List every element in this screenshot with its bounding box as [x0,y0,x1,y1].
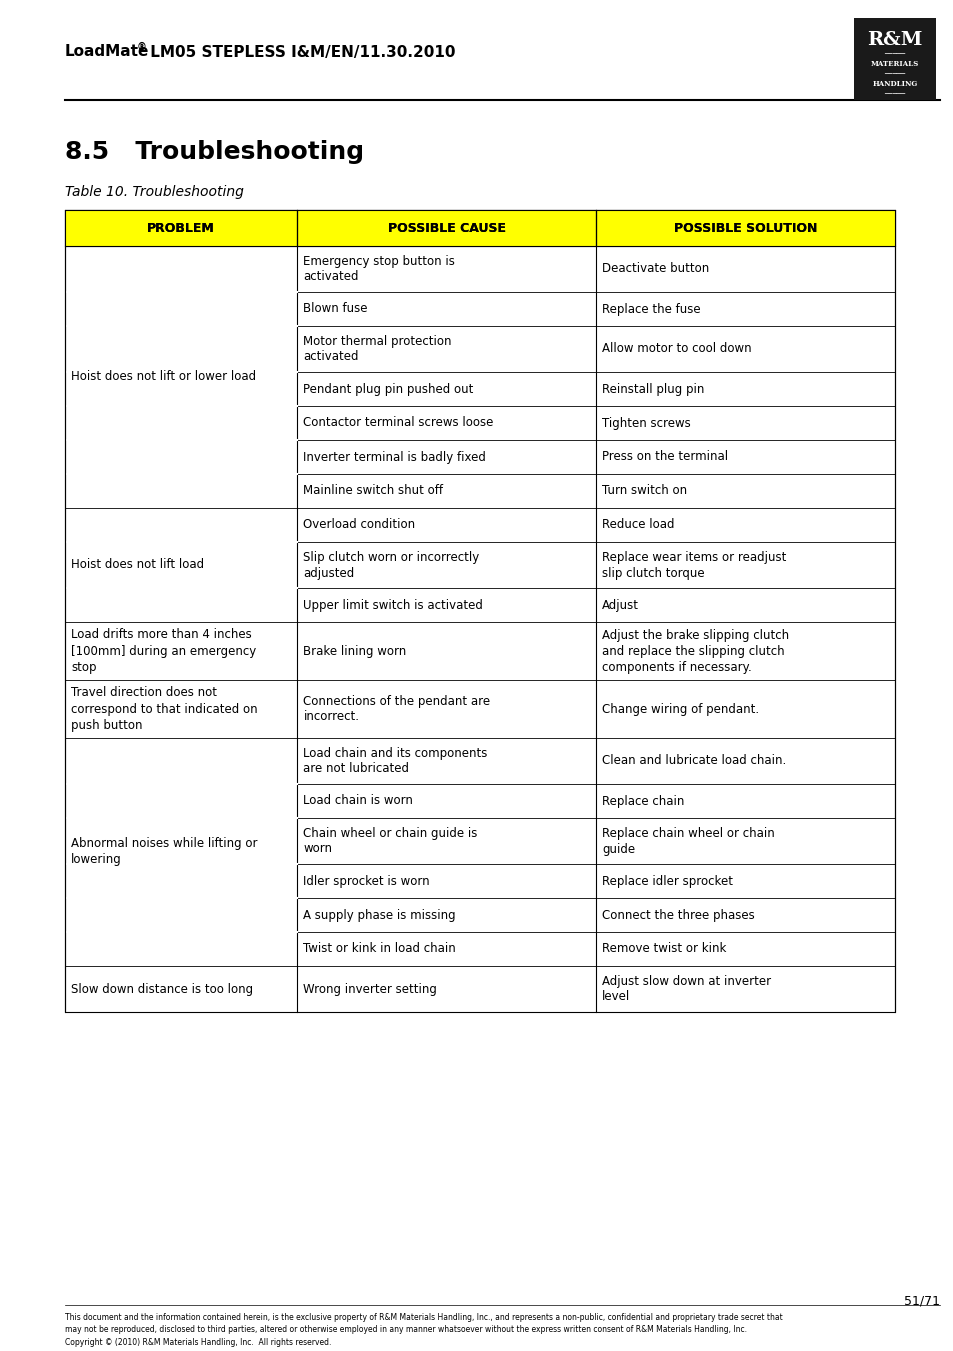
Text: Reinstall plug pin: Reinstall plug pin [601,382,704,396]
Text: Connect the three phases: Connect the three phases [601,908,754,921]
FancyBboxPatch shape [65,209,894,246]
Text: Clean and lubricate load chain.: Clean and lubricate load chain. [601,754,785,767]
Text: POSSIBLE CAUSE: POSSIBLE CAUSE [387,222,505,235]
Text: Load drifts more than 4 inches
[100mm] during an emergency
stop: Load drifts more than 4 inches [100mm] d… [71,628,256,674]
Text: Replace the fuse: Replace the fuse [601,303,700,316]
Text: Contactor terminal screws loose: Contactor terminal screws loose [303,416,494,430]
Text: Connections of the pendant are
incorrect.: Connections of the pendant are incorrect… [303,694,490,724]
Text: Chain wheel or chain guide is
worn: Chain wheel or chain guide is worn [303,827,477,855]
Text: Travel direction does not
correspond to that indicated on
push button: Travel direction does not correspond to … [71,686,257,731]
Text: Hoist does not lift load: Hoist does not lift load [71,558,204,571]
Text: Deactivate button: Deactivate button [601,262,709,276]
Text: Upper limit switch is activated: Upper limit switch is activated [303,598,483,612]
Text: Slip clutch worn or incorrectly
adjusted: Slip clutch worn or incorrectly adjusted [303,550,479,580]
Text: Tighten screws: Tighten screws [601,416,690,430]
Text: Reduce load: Reduce load [601,519,674,531]
Text: Inverter terminal is badly fixed: Inverter terminal is badly fixed [303,450,486,463]
Text: Mainline switch shut off: Mainline switch shut off [303,485,443,497]
Text: Hoist does not lift or lower load: Hoist does not lift or lower load [71,370,255,384]
Text: ─────: ───── [883,51,904,57]
Text: Replace chain wheel or chain
guide: Replace chain wheel or chain guide [601,827,774,855]
Text: R&M: R&M [866,31,922,49]
Text: Turn switch on: Turn switch on [601,485,686,497]
Text: Blown fuse: Blown fuse [303,303,368,316]
Text: Load chain and its components
are not lubricated: Load chain and its components are not lu… [303,747,487,775]
Text: Adjust slow down at inverter
level: Adjust slow down at inverter level [601,974,771,1004]
Text: ─────: ───── [883,72,904,77]
Text: Motor thermal protection
activated: Motor thermal protection activated [303,335,452,363]
Text: Allow motor to cool down: Allow motor to cool down [601,343,751,355]
Text: LM05 STEPLESS I&M/EN/11.30.2010: LM05 STEPLESS I&M/EN/11.30.2010 [145,45,455,59]
Text: Replace idler sprocket: Replace idler sprocket [601,874,733,888]
Text: ─────: ───── [883,91,904,97]
Text: INC.: INC. [885,101,902,109]
FancyBboxPatch shape [65,209,894,1012]
FancyBboxPatch shape [853,18,935,100]
Text: A supply phase is missing: A supply phase is missing [303,908,456,921]
Text: 51/71: 51/71 [903,1296,939,1308]
Text: Wrong inverter setting: Wrong inverter setting [303,982,436,996]
Text: HANDLING: HANDLING [871,80,917,88]
Text: 8.5   Troubleshooting: 8.5 Troubleshooting [65,141,364,163]
Text: POSSIBLE CAUSE: POSSIBLE CAUSE [387,222,505,235]
Text: LoadMate: LoadMate [65,45,150,59]
Text: Load chain is worn: Load chain is worn [303,794,413,808]
Text: Slow down distance is too long: Slow down distance is too long [71,982,253,996]
Text: Replace wear items or readjust
slip clutch torque: Replace wear items or readjust slip clut… [601,550,786,580]
Text: Press on the terminal: Press on the terminal [601,450,727,463]
Text: Idler sprocket is worn: Idler sprocket is worn [303,874,430,888]
Text: Pendant plug pin pushed out: Pendant plug pin pushed out [303,382,474,396]
Text: Change wiring of pendant.: Change wiring of pendant. [601,703,759,716]
Text: POSSIBLE SOLUTION: POSSIBLE SOLUTION [673,222,817,235]
Text: PROBLEM: PROBLEM [147,222,214,235]
Text: Adjust: Adjust [601,598,639,612]
FancyBboxPatch shape [65,209,894,246]
Text: This document and the information contained herein, is the exclusive property of: This document and the information contai… [65,1313,781,1347]
Text: MATERIALS: MATERIALS [870,59,918,68]
Text: Twist or kink in load chain: Twist or kink in load chain [303,943,456,955]
Text: ®: ® [137,42,147,51]
Text: Replace chain: Replace chain [601,794,684,808]
Text: Abnormal noises while lifting or
lowering: Abnormal noises while lifting or lowerin… [71,838,257,866]
Text: Table 10. Troubleshooting: Table 10. Troubleshooting [65,185,244,199]
Text: Brake lining worn: Brake lining worn [303,644,406,658]
Text: Adjust the brake slipping clutch
and replace the slipping clutch
components if n: Adjust the brake slipping clutch and rep… [601,628,788,674]
Text: Overload condition: Overload condition [303,519,416,531]
Text: Remove twist or kink: Remove twist or kink [601,943,726,955]
Text: Emergency stop button is
activated: Emergency stop button is activated [303,254,455,284]
Text: POSSIBLE SOLUTION: POSSIBLE SOLUTION [673,222,817,235]
Text: PROBLEM: PROBLEM [147,222,214,235]
